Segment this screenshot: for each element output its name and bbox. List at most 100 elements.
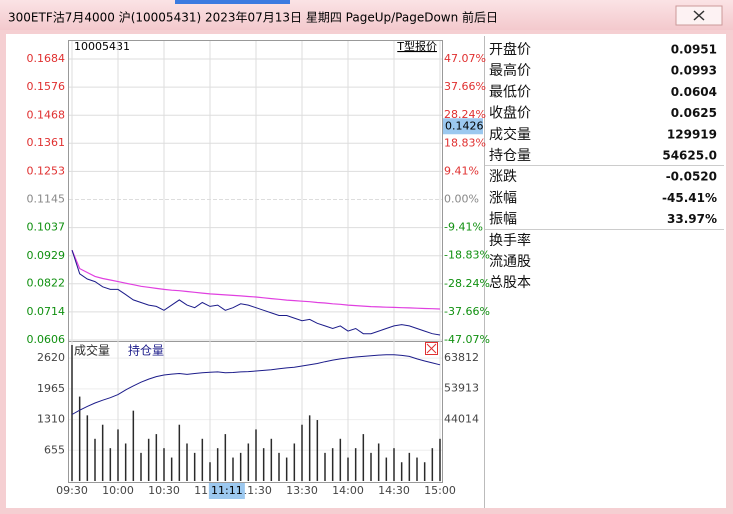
quote-value: 0.0993 xyxy=(671,64,717,78)
volume-bar xyxy=(71,345,73,481)
quote-label: 开盘价 xyxy=(489,41,531,58)
quote-value: -0.0520 xyxy=(666,170,717,184)
y2-tick-label: 53913 xyxy=(444,382,479,395)
y-tick-label: 0.1253 xyxy=(27,164,66,177)
cursor-price-box xyxy=(443,118,483,135)
volume-bar xyxy=(209,462,211,481)
volume-bar xyxy=(270,438,273,481)
y2-tick-label: 44014 xyxy=(444,412,479,425)
volume-bar xyxy=(224,434,227,481)
quote-value: 0.0951 xyxy=(671,43,717,57)
x-tick-label: 14:00 xyxy=(332,484,364,497)
y-tick-label: 2620 xyxy=(37,351,65,364)
volume-bar xyxy=(201,438,204,481)
t-quote-link[interactable]: T型报价 xyxy=(396,39,437,53)
y2-tick-label: 0.00% xyxy=(444,193,479,206)
legend-label: 持仓量 xyxy=(128,343,164,358)
quote-label: 持仓量 xyxy=(489,148,531,164)
y-tick-label: 0.1576 xyxy=(27,80,66,93)
volume-bar xyxy=(385,457,388,481)
x-tick-label: 13:30 xyxy=(286,484,318,497)
y-tick-label: 1310 xyxy=(37,413,65,426)
volume-bar xyxy=(362,434,365,481)
y-tick-label: 0.1145 xyxy=(27,193,66,206)
quote-label: 涨幅 xyxy=(489,190,517,206)
cursor-time-box xyxy=(208,483,245,499)
quote-value: 129919 xyxy=(667,127,717,141)
volume-bar xyxy=(109,448,112,481)
volume-bar xyxy=(301,424,303,481)
cursor-time: 11:11 xyxy=(211,484,243,497)
volume-close-icon[interactable] xyxy=(425,342,438,355)
icon-box[interactable] xyxy=(425,342,438,355)
volume-bar xyxy=(347,457,349,481)
y-tick-label: 0.1037 xyxy=(27,221,66,234)
quote-label: 总股本 xyxy=(489,275,531,291)
volume-bar xyxy=(423,462,426,481)
x-tick-label: 15:00 xyxy=(424,484,456,497)
close-button[interactable] xyxy=(675,5,723,26)
y-tick-label: 0.1361 xyxy=(27,136,66,149)
volume-bar xyxy=(331,448,334,481)
icon-cross[interactable] xyxy=(426,343,437,354)
volume-bar xyxy=(140,452,142,481)
volume-bar xyxy=(216,448,219,481)
volume-bar xyxy=(393,448,395,481)
y-tick-label: 0.0929 xyxy=(27,249,66,262)
volume-bar xyxy=(155,434,158,481)
volume-bar xyxy=(308,415,311,481)
volume-bar xyxy=(324,452,326,481)
volume-bar xyxy=(278,452,280,481)
quote-value: 33.97% xyxy=(667,212,717,226)
volume-bar xyxy=(255,429,257,481)
volume-bar xyxy=(400,462,403,481)
volume-bar xyxy=(124,443,127,481)
y-tick-label: 655 xyxy=(44,443,65,456)
volume-bar xyxy=(339,438,342,481)
x-tick-label: 11:30 xyxy=(240,484,272,497)
volume-bar xyxy=(232,457,234,481)
volume-bar xyxy=(370,452,372,481)
open-interest-line xyxy=(71,354,441,415)
quote-value: 0.0625 xyxy=(671,106,717,120)
volume-bar xyxy=(117,429,119,481)
contract-code: 10005431 xyxy=(74,40,130,53)
volume-bar xyxy=(178,424,181,481)
volume-bar xyxy=(170,457,173,481)
quote-label: 最低价 xyxy=(489,84,531,100)
volume-bar xyxy=(285,457,288,481)
volume-bar xyxy=(147,438,150,481)
title-bar xyxy=(0,0,733,30)
volume-bar xyxy=(239,452,242,481)
volume-bar xyxy=(86,415,89,481)
volume-bar xyxy=(431,448,434,481)
quote-label: 振幅 xyxy=(489,212,517,228)
close-icon[interactable] xyxy=(693,10,705,21)
volume-bar xyxy=(101,424,104,481)
volume-bar xyxy=(316,420,319,481)
y-tick-label: 0.0714 xyxy=(27,305,66,318)
volume-bar xyxy=(94,438,96,481)
quote-label: 最高价 xyxy=(489,62,531,79)
y2-tick-label: -47.07% xyxy=(444,333,490,346)
y2-tick-label: -18.83% xyxy=(444,249,490,262)
plot-frame xyxy=(68,40,443,483)
client-area xyxy=(6,34,726,508)
y2-tick-label: -37.66% xyxy=(444,305,490,318)
y2-tick-label: 18.83% xyxy=(444,136,486,149)
volume-bar xyxy=(354,448,357,481)
quote-value: -45.41% xyxy=(662,191,717,205)
volume-bar xyxy=(132,410,135,481)
quote-label: 换手率 xyxy=(489,232,531,249)
volume-bar xyxy=(293,443,296,481)
cursor-price: 0.1426 xyxy=(445,119,484,132)
x-tick-label: 09:30 xyxy=(56,484,88,497)
quote-value: 54625.0 xyxy=(662,149,717,163)
y2-tick-label: 37.66% xyxy=(444,80,486,93)
y-tick-label: 0.0822 xyxy=(27,277,66,290)
y2-tick-label: 28.24% xyxy=(444,108,486,121)
y2-tick-label: -9.41% xyxy=(444,221,483,234)
quote-label: 流通股 xyxy=(489,254,531,270)
volume-bar xyxy=(439,438,441,481)
